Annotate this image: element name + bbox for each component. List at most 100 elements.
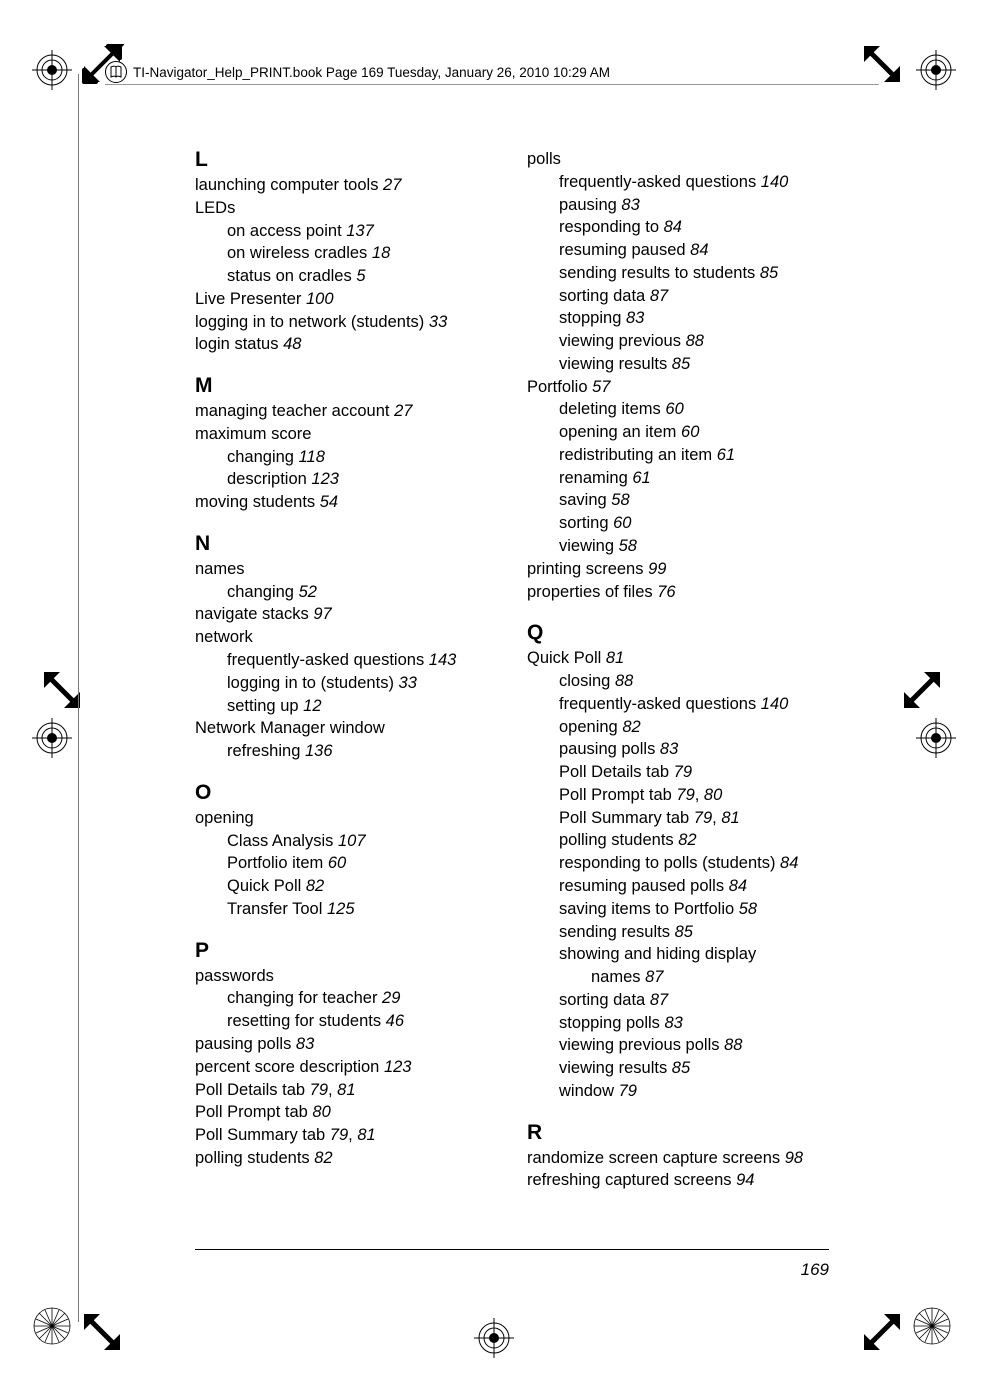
index-subentry: pausing polls 83 (527, 738, 835, 761)
index-entry: passwords (195, 965, 503, 988)
index-entry: launching computer tools 27 (195, 174, 503, 197)
index-entry: Portfolio 57 (527, 376, 835, 399)
footer-rule (195, 1249, 829, 1250)
index-subentry: opening 82 (527, 716, 835, 739)
book-icon (105, 61, 127, 83)
index-subentry: logging in to (students) 33 (195, 672, 503, 695)
registration-mark-icon (916, 50, 952, 86)
index-subentry: description 123 (195, 468, 503, 491)
index-subentry: polling students 82 (527, 829, 835, 852)
index-subentry: viewing results 85 (527, 1057, 835, 1080)
frame-line (78, 74, 79, 1322)
index-subentry: responding to 84 (527, 216, 835, 239)
index-entry: printing screens 99 (527, 558, 835, 581)
page-number: 169 (801, 1260, 829, 1280)
index-subentry: sorting data 87 (527, 989, 835, 1012)
index-subentry: viewing results 85 (527, 353, 835, 376)
index-subentry: refreshing 136 (195, 740, 503, 763)
index-entry: Network Manager window (195, 717, 503, 740)
index-entry: polls (527, 148, 835, 171)
section-Q: Q (527, 621, 835, 645)
header-rule (105, 84, 879, 85)
section-N: N (195, 532, 503, 556)
index-subentry: frequently-asked questions 140 (527, 693, 835, 716)
index-subentry: sorting 60 (527, 512, 835, 535)
index-subentry: renaming 61 (527, 467, 835, 490)
section-M: M (195, 374, 503, 398)
index-entry: logging in to network (students) 33 (195, 311, 503, 334)
index-subentry: saving 58 (527, 489, 835, 512)
index-content: L launching computer tools 27 LEDs on ac… (195, 148, 835, 1192)
index-entry: percent score description 123 (195, 1056, 503, 1079)
index-subentry: on access point 137 (195, 220, 503, 243)
index-entry: opening (195, 807, 503, 830)
index-subentry: responding to polls (students) 84 (527, 852, 835, 875)
index-subentry: saving items to Portfolio 58 (527, 898, 835, 921)
index-entry: moving students 54 (195, 491, 503, 514)
index-entry: randomize screen capture screens 98 (527, 1147, 835, 1170)
index-subentry: Poll Summary tab 79, 81 (527, 807, 835, 830)
index-subentry: viewing 58 (527, 535, 835, 558)
index-subentry: viewing previous polls 88 (527, 1034, 835, 1057)
index-subentry: frequently-asked questions 140 (527, 171, 835, 194)
crop-arrow-icon (860, 1310, 904, 1354)
index-subentry: changing for teacher 29 (195, 987, 503, 1010)
index-entry: pausing polls 83 (195, 1033, 503, 1056)
crop-arrow-icon (900, 668, 944, 712)
starburst-icon (912, 1306, 952, 1346)
left-column: L launching computer tools 27 LEDs on ac… (195, 148, 503, 1192)
index-subentry: stopping polls 83 (527, 1012, 835, 1035)
index-subentry: Portfolio item 60 (195, 852, 503, 875)
index-subentry: pausing 83 (527, 194, 835, 217)
registration-mark-icon (32, 50, 68, 86)
index-subentry: on wireless cradles 18 (195, 242, 503, 265)
index-entry: Poll Prompt tab 80 (195, 1101, 503, 1124)
index-subentry: Class Analysis 107 (195, 830, 503, 853)
registration-mark-icon (474, 1318, 510, 1354)
index-subentry: names 87 (527, 966, 835, 989)
index-subentry: viewing previous 88 (527, 330, 835, 353)
page-header: TI-Navigator_Help_PRINT.book Page 169 Tu… (105, 60, 879, 84)
index-subentry: setting up 12 (195, 695, 503, 718)
index-subentry: resuming paused 84 (527, 239, 835, 262)
registration-mark-icon (916, 718, 952, 754)
index-subentry: sending results 85 (527, 921, 835, 944)
index-subentry: opening an item 60 (527, 421, 835, 444)
index-entry: names (195, 558, 503, 581)
index-subentry: Poll Prompt tab 79, 80 (527, 784, 835, 807)
index-subentry: showing and hiding display (527, 943, 835, 966)
index-entry: properties of files 76 (527, 581, 835, 604)
index-entry: managing teacher account 27 (195, 400, 503, 423)
index-subentry: resetting for students 46 (195, 1010, 503, 1033)
section-L: L (195, 148, 503, 172)
section-P: P (195, 939, 503, 963)
index-subentry: Transfer Tool 125 (195, 898, 503, 921)
index-subentry: resuming paused polls 84 (527, 875, 835, 898)
index-subentry: Quick Poll 82 (195, 875, 503, 898)
index-subentry: stopping 83 (527, 307, 835, 330)
index-subentry: frequently-asked questions 143 (195, 649, 503, 672)
index-entry: Quick Poll 81 (527, 647, 835, 670)
index-subentry: redistributing an item 61 (527, 444, 835, 467)
index-entry: refreshing captured screens 94 (527, 1169, 835, 1192)
index-entry: LEDs (195, 197, 503, 220)
crop-arrow-icon (80, 1310, 124, 1354)
index-subentry: window 79 (527, 1080, 835, 1103)
starburst-icon (32, 1306, 72, 1346)
index-subentry: status on cradles 5 (195, 265, 503, 288)
right-column: polls frequently-asked questions 140 pau… (527, 148, 835, 1192)
index-subentry: changing 118 (195, 446, 503, 469)
header-text: TI-Navigator_Help_PRINT.book Page 169 Tu… (133, 65, 610, 80)
section-R: R (527, 1121, 835, 1145)
index-subentry: deleting items 60 (527, 398, 835, 421)
index-entry: maximum score (195, 423, 503, 446)
index-subentry: Poll Details tab 79 (527, 761, 835, 784)
index-entry: Live Presenter 100 (195, 288, 503, 311)
index-subentry: sending results to students 85 (527, 262, 835, 285)
index-entry: navigate stacks 97 (195, 603, 503, 626)
index-entry: polling students 82 (195, 1147, 503, 1170)
registration-mark-icon (32, 718, 68, 754)
index-subentry: sorting data 87 (527, 285, 835, 308)
index-entry: network (195, 626, 503, 649)
index-entry: Poll Summary tab 79, 81 (195, 1124, 503, 1147)
